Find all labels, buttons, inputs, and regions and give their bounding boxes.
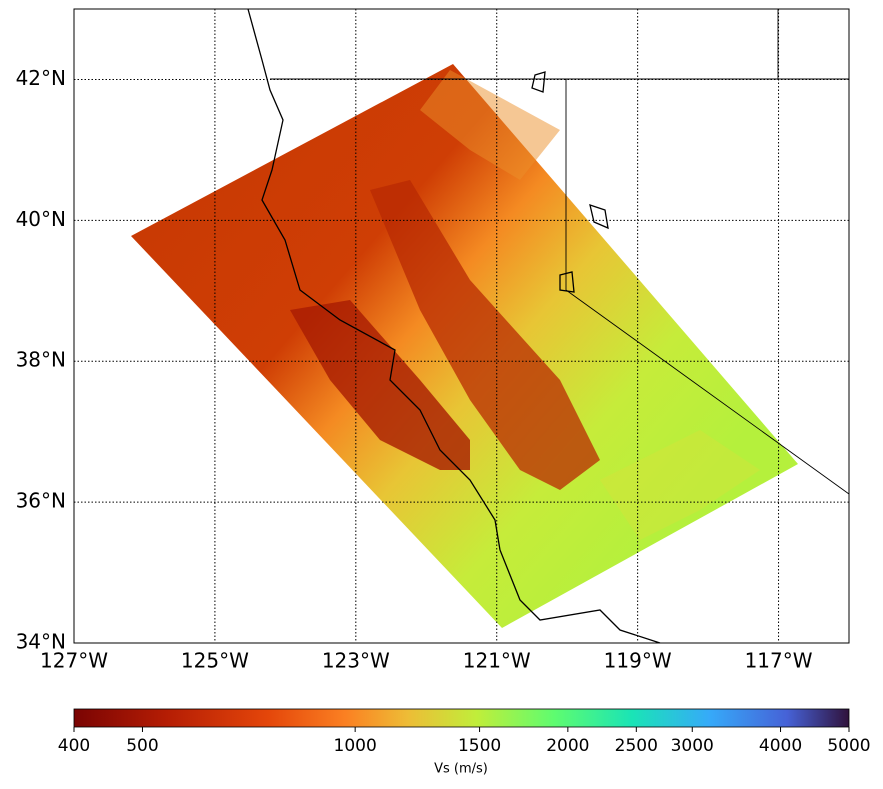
x-tick-label: 117°W bbox=[745, 649, 813, 673]
colorbar-label: Vs (m/s) bbox=[434, 762, 488, 777]
colorbar-tick-label: 2000 bbox=[546, 736, 589, 756]
colorbar-tick-label: 400 bbox=[58, 736, 90, 756]
colorbar-tick-label: 3000 bbox=[671, 736, 714, 756]
coastlines bbox=[247, 8, 850, 644]
x-tick-label: 127°W bbox=[40, 649, 108, 673]
colorbar-tick-label: 500 bbox=[126, 736, 158, 756]
y-tick-label: 34°N bbox=[16, 630, 66, 654]
colorbar-tick-label: 1000 bbox=[334, 736, 377, 756]
y-tick-label: 38°N bbox=[16, 348, 66, 372]
y-tick-label: 40°N bbox=[16, 207, 66, 231]
colorbar-tick-label: 4000 bbox=[759, 736, 802, 756]
x-tick-label: 125°W bbox=[181, 649, 249, 673]
y-tick-label: 42°N bbox=[16, 66, 66, 90]
colorbar bbox=[73, 708, 850, 728]
colorbar-tick-label: 1500 bbox=[458, 736, 501, 756]
colorbar-tick-label: 2500 bbox=[615, 736, 658, 756]
x-tick-label: 123°W bbox=[322, 649, 390, 673]
model-region bbox=[131, 64, 798, 628]
x-tick-label: 121°W bbox=[463, 649, 531, 673]
colorbar-tick-label: 5000 bbox=[827, 736, 870, 756]
x-tick-label: 119°W bbox=[604, 649, 672, 673]
y-tick-label: 36°N bbox=[16, 489, 66, 513]
plot-frame bbox=[73, 8, 850, 644]
